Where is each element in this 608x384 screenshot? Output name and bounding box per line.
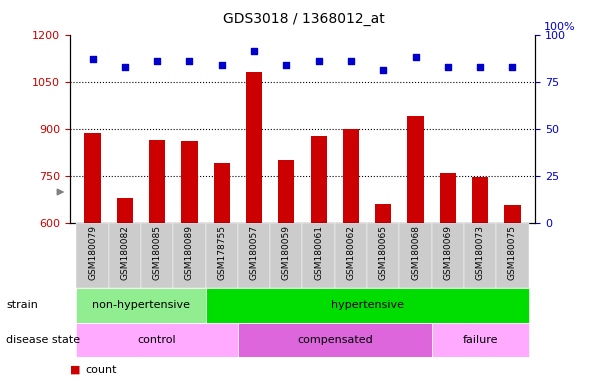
Text: GSM180068: GSM180068: [411, 225, 420, 280]
Bar: [85, 133, 100, 223]
Bar: [77, 323, 238, 357]
Text: GSM180089: GSM180089: [185, 225, 194, 280]
Bar: [432, 323, 528, 357]
Bar: [303, 223, 335, 288]
Bar: [311, 136, 326, 223]
Text: control: control: [138, 335, 176, 345]
Bar: [270, 223, 302, 288]
Bar: [505, 205, 520, 223]
Bar: [238, 323, 432, 357]
Bar: [399, 223, 432, 288]
Bar: [440, 172, 456, 223]
Text: GDS3018 / 1368012_at: GDS3018 / 1368012_at: [223, 12, 385, 25]
Text: ■: ■: [70, 365, 84, 375]
Bar: [472, 177, 488, 223]
Point: [314, 58, 323, 64]
Point: [475, 63, 485, 70]
Text: GSM180062: GSM180062: [347, 225, 356, 280]
Point: [282, 61, 291, 68]
Text: GSM180061: GSM180061: [314, 225, 323, 280]
Bar: [181, 141, 198, 223]
Text: GSM180085: GSM180085: [153, 225, 162, 280]
Text: compensated: compensated: [297, 335, 373, 345]
Point: [249, 48, 259, 55]
Text: GSM180079: GSM180079: [88, 225, 97, 280]
Text: GSM180065: GSM180065: [379, 225, 388, 280]
Text: GSM178755: GSM178755: [217, 225, 226, 280]
Bar: [117, 198, 133, 223]
Text: non-hypertensive: non-hypertensive: [92, 300, 190, 310]
Bar: [213, 163, 230, 223]
Point: [508, 63, 517, 70]
Bar: [206, 223, 238, 288]
Bar: [335, 223, 367, 288]
Text: 100%: 100%: [544, 22, 575, 32]
Point: [443, 63, 453, 70]
Text: GSM180075: GSM180075: [508, 225, 517, 280]
Bar: [375, 204, 392, 223]
Bar: [206, 288, 528, 323]
Text: GSM180073: GSM180073: [475, 225, 485, 280]
Bar: [246, 72, 262, 223]
Text: disease state: disease state: [6, 335, 80, 345]
Text: GSM180069: GSM180069: [443, 225, 452, 280]
Bar: [109, 223, 141, 288]
Bar: [77, 288, 206, 323]
Bar: [496, 223, 528, 288]
Bar: [149, 140, 165, 223]
Text: hypertensive: hypertensive: [331, 300, 404, 310]
Point: [217, 61, 227, 68]
Point: [185, 58, 195, 64]
Point: [152, 58, 162, 64]
Bar: [141, 223, 173, 288]
Bar: [173, 223, 206, 288]
Bar: [464, 223, 496, 288]
Text: failure: failure: [462, 335, 498, 345]
Point: [120, 63, 130, 70]
Bar: [432, 223, 464, 288]
Bar: [278, 160, 294, 223]
Text: GSM180059: GSM180059: [282, 225, 291, 280]
Text: GSM180057: GSM180057: [249, 225, 258, 280]
Text: GSM180082: GSM180082: [120, 225, 130, 280]
Point: [88, 56, 97, 62]
Bar: [77, 223, 109, 288]
Point: [378, 67, 388, 73]
Point: [346, 58, 356, 64]
Point: [410, 54, 420, 60]
Bar: [343, 129, 359, 223]
Text: count: count: [85, 365, 117, 375]
Bar: [367, 223, 399, 288]
Text: strain: strain: [6, 300, 38, 310]
Bar: [238, 223, 270, 288]
Bar: [407, 116, 424, 223]
